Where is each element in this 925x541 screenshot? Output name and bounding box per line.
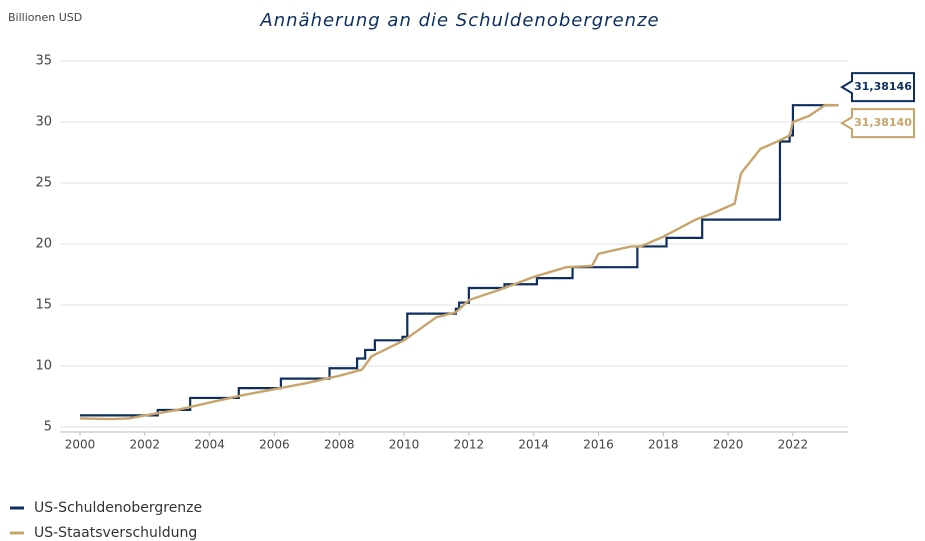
y-tick-label: 5 [44, 420, 52, 435]
y-tick-label: 25 [35, 176, 52, 191]
x-tick-label: 2010 [389, 438, 420, 452]
x-tick-label: 2000 [65, 438, 96, 452]
y-axis-label: Billionen USD [8, 11, 82, 24]
x-tick-label: 2014 [518, 438, 549, 452]
y-tick-label: 10 [35, 359, 52, 374]
x-tick-label: 2012 [454, 438, 485, 452]
callout-box [840, 72, 915, 103]
x-tick-label: 2006 [259, 438, 290, 452]
chart-title: Annäherung an die Schuldenobergrenze [259, 10, 659, 31]
callout-label: 31,38140 [854, 116, 912, 129]
y-tick-label: 15 [35, 298, 52, 313]
x-tick-label: 2022 [778, 438, 809, 452]
callout-label: 31,38146 [854, 80, 912, 93]
y-tick-label: 20 [35, 237, 52, 252]
y-tick-label: 35 [35, 54, 52, 69]
x-tick-label: 2016 [583, 438, 614, 452]
x-tick-label: 2004 [194, 438, 225, 452]
series-line [80, 104, 839, 417]
series-line [79, 103, 839, 421]
legend-label: US-Staatsverschuldung [34, 525, 197, 541]
callout-box [840, 108, 915, 139]
x-tick-label: 2020 [713, 438, 744, 452]
x-tick-label: 2008 [324, 438, 355, 452]
y-tick-label: 30 [35, 115, 52, 130]
x-tick-label: 2002 [130, 438, 161, 452]
legend-label: US-Schuldenobergrenze [34, 500, 202, 516]
x-tick-label: 2018 [648, 438, 679, 452]
